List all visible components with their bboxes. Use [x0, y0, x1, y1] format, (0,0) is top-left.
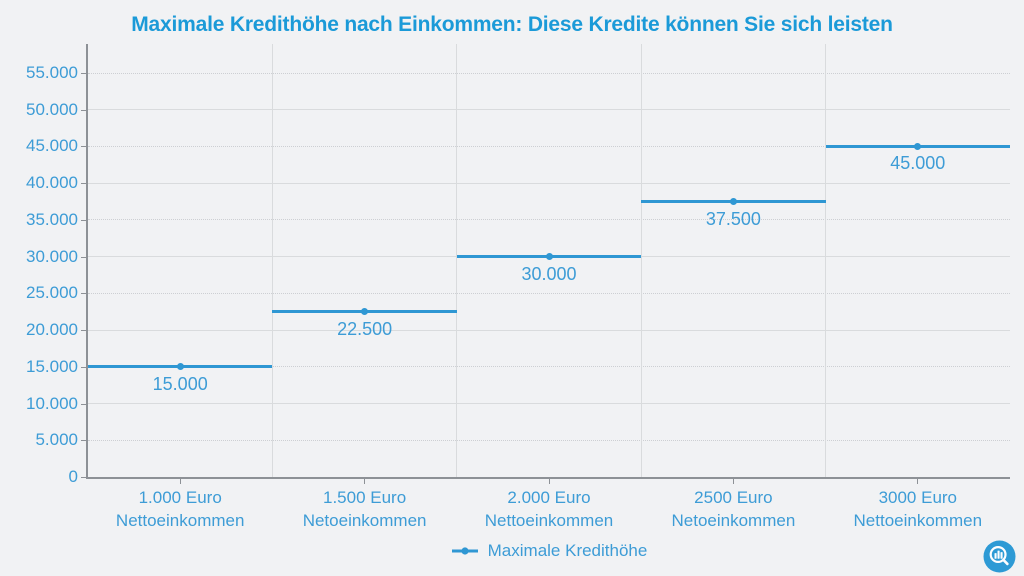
y-axis-tick: [81, 293, 86, 295]
y-axis-line: [86, 44, 88, 477]
y-axis-tick-label: 50.000: [26, 99, 78, 119]
x-axis-tick: [917, 479, 919, 484]
gridline-horizontal: [88, 292, 1010, 294]
legend-line-marker-icon: [451, 547, 478, 555]
gridline-horizontal: [88, 145, 1010, 147]
y-axis-tick-label: 40.000: [26, 173, 78, 193]
data-point-label: 37.500: [705, 208, 761, 229]
gridline-horizontal: [88, 366, 1010, 368]
gridline-horizontal: [88, 109, 1010, 111]
y-axis-tick: [81, 403, 86, 405]
x-axis-category-label: 2.000 Euro Nettoeinkommen: [484, 488, 614, 530]
legend: Maximale Kredithöhe: [88, 539, 1010, 563]
y-axis-tick-label: 25.000: [26, 283, 78, 303]
y-axis-tick-label: 10.000: [26, 393, 78, 413]
x-axis-tick: [179, 479, 181, 484]
gridline-horizontal: [88, 403, 1010, 405]
data-point-label: 45.000: [890, 153, 946, 174]
brand-chart-magnifier-logo: [983, 540, 1016, 573]
x-axis-category-label: 3000 Euro Nettoeinkommen: [853, 488, 983, 530]
gridline-vertical: [456, 44, 458, 477]
y-axis-tick-label: 15.000: [26, 356, 78, 376]
x-axis-category-label: 1.000 Euro Nettoeinkommen: [115, 488, 245, 530]
y-axis-tick-label: 30.000: [26, 246, 78, 266]
y-axis-tick-label: 55.000: [26, 63, 78, 82]
gridline-vertical: [271, 44, 273, 477]
gridline-horizontal: [88, 219, 1010, 221]
y-axis-tick: [81, 256, 86, 258]
chart-title: Maximale Kredithöhe nach Einkommen: Dies…: [131, 13, 893, 36]
y-axis-tick: [81, 109, 86, 111]
y-axis-tick: [81, 146, 86, 148]
x-axis-tick: [364, 479, 366, 484]
x-axis-tick: [548, 479, 550, 484]
x-axis-line: [86, 477, 1010, 479]
data-point-label: 30.000: [521, 263, 577, 284]
gridline-vertical: [640, 44, 642, 477]
y-axis-tick: [81, 366, 86, 368]
y-axis-tick: [81, 73, 86, 74]
y-axis-tick-label: 5.000: [35, 430, 78, 450]
y-axis-tick: [81, 330, 86, 332]
gridline-horizontal: [88, 182, 1010, 184]
data-point-label: 22.500: [337, 318, 393, 339]
y-axis-tick-label: 0: [68, 467, 78, 486]
y-axis-tick: [81, 477, 86, 478]
x-axis-category-label: 2500 Euro Netoeinkommen: [671, 488, 796, 530]
data-point-marker: [361, 308, 369, 316]
data-point-marker: [545, 253, 553, 261]
gridline-horizontal: [88, 329, 1010, 331]
gridline-horizontal: [88, 439, 1010, 441]
data-point-marker: [176, 363, 184, 371]
x-axis-category-label: 1.500 Euro Netoeinkommen: [302, 488, 427, 530]
data-point-marker: [729, 198, 737, 206]
y-axis-tick: [81, 219, 86, 221]
data-point-label: 15.000: [152, 373, 208, 394]
legend-series-label: Maximale Kredithöhe: [487, 541, 648, 560]
y-axis-tick-label: 45.000: [26, 136, 78, 156]
y-axis-tick-label: 20.000: [26, 320, 78, 340]
y-axis-tick-label: 35.000: [26, 209, 78, 229]
x-axis-tick: [732, 479, 734, 484]
gridline-vertical: [825, 44, 827, 477]
data-point-marker: [914, 142, 922, 150]
y-axis-tick: [81, 440, 86, 442]
gridline-horizontal: [88, 72, 1010, 74]
y-axis-tick: [81, 183, 86, 185]
